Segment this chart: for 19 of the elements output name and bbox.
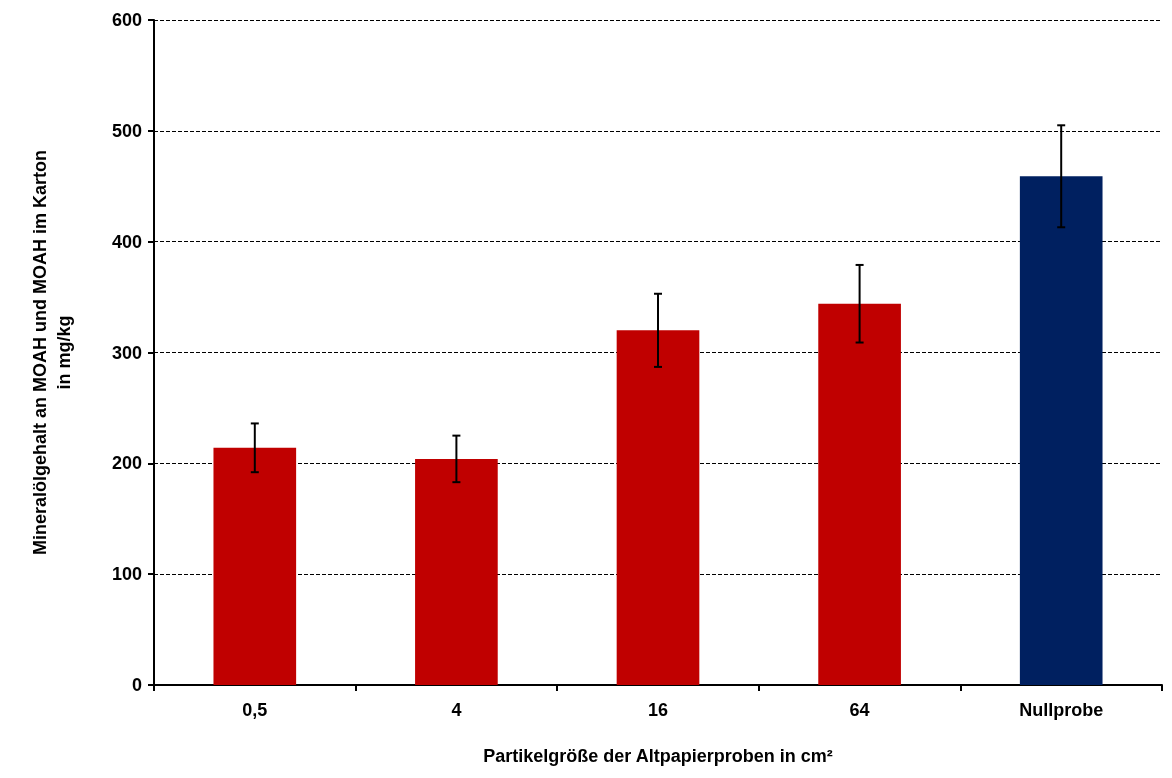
y-tick-label: 600 bbox=[111, 10, 142, 30]
x-tick-label: 0,5 bbox=[242, 700, 268, 720]
bar bbox=[415, 458, 498, 685]
y-axis-title: Mineralölgehalt an MOAH und MOAH im Karton in mg/kg bbox=[30, 149, 74, 556]
bar bbox=[818, 303, 901, 685]
bar bbox=[1019, 176, 1103, 685]
x-tick-label: 16 bbox=[647, 700, 669, 720]
x-tick-label: 64 bbox=[849, 700, 870, 720]
y-tick-label: 100 bbox=[111, 564, 142, 585]
y-tick-label: 400 bbox=[111, 231, 142, 252]
y-tick-label: 0 bbox=[131, 675, 142, 695]
bar bbox=[213, 447, 297, 685]
bar bbox=[616, 330, 700, 685]
x-tick-label: 4 bbox=[451, 700, 462, 720]
y-tick-label: 500 bbox=[111, 120, 142, 141]
x-axis-title: Partikelgröße der Altpapierproben in cm² bbox=[483, 746, 833, 766]
x-tick-label: Nullprobe bbox=[1019, 700, 1104, 720]
y-tick-label: 300 bbox=[111, 342, 142, 363]
y-tick-label: 200 bbox=[111, 453, 142, 474]
